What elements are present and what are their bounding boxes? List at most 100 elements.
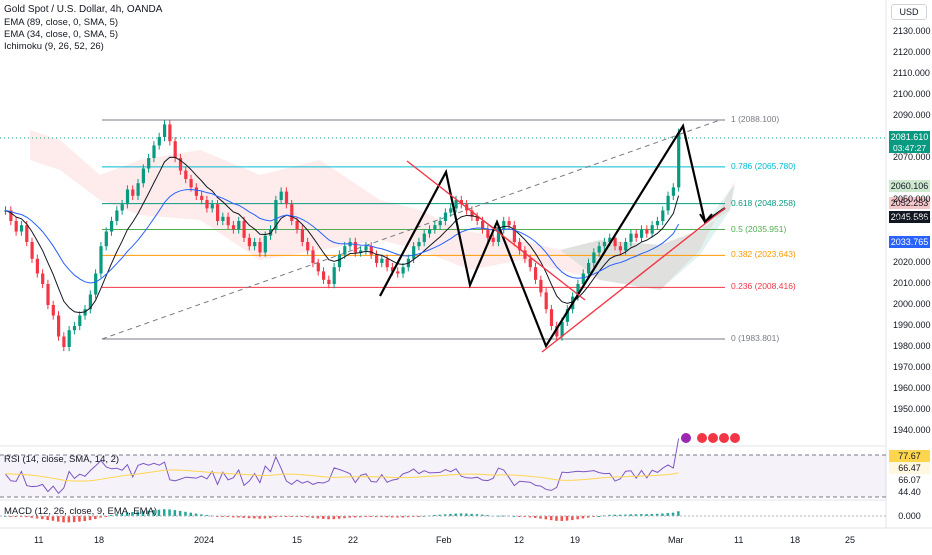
price-axis-label: 2100.000 — [893, 89, 931, 99]
candle-body — [168, 124, 172, 142]
macd-histogram-bar — [380, 516, 383, 518]
macd-histogram-bar — [401, 516, 404, 518]
macd-histogram-bar — [629, 514, 632, 516]
candle-body — [125, 189, 130, 205]
macd-histogram-bar — [343, 516, 346, 519]
candle-body — [62, 336, 66, 347]
fib-level-label: 1 (2088.100) — [731, 113, 780, 124]
macd-histogram-bar — [549, 516, 553, 521]
candle-body — [57, 315, 61, 337]
macd-histogram-bar — [624, 514, 627, 516]
candle-body — [560, 321, 564, 337]
price-axis-label: 2020.000 — [893, 257, 931, 267]
macd-histogram-bar — [290, 516, 293, 517]
candle-body — [597, 246, 601, 253]
macd-histogram-bar — [300, 516, 304, 517]
event-marker-icon — [730, 433, 740, 443]
candle-body — [120, 204, 124, 211]
candle-body — [30, 242, 34, 259]
macd-histogram-bar — [30, 516, 33, 518]
candle-body — [115, 210, 119, 221]
macd-histogram-bar — [51, 516, 55, 521]
candle-body — [565, 309, 569, 322]
candle-body — [470, 210, 474, 217]
ichimoku-label: Ichimoku (9, 26, 52, 26) — [4, 41, 104, 52]
time-axis-label: 22 — [348, 535, 359, 545]
macd-histogram-bar — [231, 516, 235, 518]
macd-histogram-bar — [110, 515, 113, 517]
macd-histogram-bar — [576, 516, 579, 520]
time-axis-label: 15 — [292, 535, 303, 545]
macd-histogram-bar — [645, 514, 648, 516]
candle-body — [364, 246, 368, 251]
ichimoku-span-b-tag: 2052.253 — [889, 197, 930, 209]
candle-body — [385, 258, 389, 268]
candle-body — [88, 294, 92, 310]
macd-histogram-bar — [322, 516, 325, 519]
candle-body — [226, 216, 230, 226]
currency-selector[interactable]: USD — [891, 4, 927, 20]
macd-histogram-bar — [25, 516, 28, 518]
macd-histogram-bar — [237, 516, 240, 518]
ema89-label: EMA (89, close, 0, SMA, 5) — [4, 17, 119, 28]
candle-body — [136, 183, 140, 196]
macd-zero-label: 0.000 — [898, 511, 921, 521]
macd-histogram-bar — [253, 516, 256, 519]
time-axis-label: 18 — [94, 535, 105, 545]
candle-body — [523, 250, 527, 259]
candle-body — [671, 187, 675, 196]
ema34-label: EMA (34, close, 0, SMA, 5) — [4, 29, 119, 40]
price-axis-label: 2070.000 — [893, 152, 931, 162]
candle-body — [300, 229, 304, 242]
candle-body — [184, 170, 188, 179]
macd-histogram-bar — [178, 510, 182, 516]
macd-histogram-bar — [247, 516, 251, 519]
candle-body — [263, 235, 267, 253]
candle-body — [337, 254, 342, 268]
macd-histogram-bar — [194, 513, 198, 516]
candle-body — [72, 326, 77, 331]
time-axis-label: Feb — [436, 535, 452, 545]
fib-level-label: 0.236 (2008.416) — [731, 281, 796, 292]
candle-body — [666, 195, 670, 211]
macd-histogram-bar — [634, 514, 638, 516]
macd-histogram-bar — [46, 516, 49, 521]
macd-histogram-bar — [481, 514, 484, 516]
price-axis-label: 2040.000 — [893, 215, 931, 225]
candle-body — [576, 284, 580, 297]
candle-body — [417, 242, 421, 247]
price-axis-label: 1970.000 — [893, 362, 931, 372]
macd-histogram-bar — [147, 510, 150, 516]
candle-body — [25, 225, 29, 242]
candle-body — [279, 191, 283, 200]
price-axis-label: 2130.000 — [893, 26, 931, 36]
candle-body — [602, 242, 607, 247]
candle-body — [78, 315, 82, 326]
candle-body — [502, 221, 506, 230]
candle-body — [200, 195, 204, 200]
macd-histogram-bar — [337, 516, 341, 519]
candle-body — [428, 229, 432, 234]
candle-body — [396, 271, 400, 274]
macd-histogram-bar — [168, 509, 171, 516]
candle-body — [14, 221, 18, 232]
candle-body — [205, 200, 209, 209]
macd-histogram-bar — [677, 511, 680, 516]
macd-histogram-bar — [459, 513, 463, 516]
macd-histogram-bar — [618, 514, 622, 516]
candle-body — [274, 200, 278, 230]
candle-body — [253, 242, 257, 247]
candle-body — [216, 204, 220, 221]
candle-body — [311, 250, 315, 263]
macd-histogram-bar — [136, 511, 139, 516]
ema34-tag: 2045.586 — [889, 211, 930, 223]
candle-body — [322, 271, 326, 280]
candle-body — [19, 225, 24, 232]
macd-histogram-bar — [655, 513, 659, 516]
candle-body — [147, 158, 151, 169]
macd-histogram-bar — [534, 516, 537, 518]
candle-body — [67, 330, 71, 347]
macd-histogram-bar — [67, 516, 71, 523]
